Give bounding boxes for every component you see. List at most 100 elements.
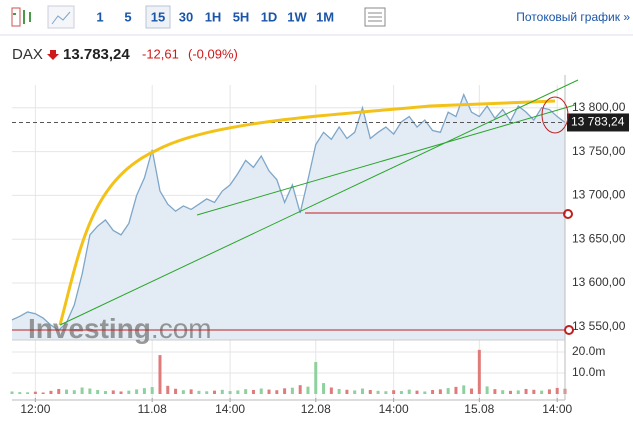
price-line xyxy=(11,92,566,332)
volume-bar xyxy=(127,390,131,394)
volume-bar xyxy=(41,392,45,394)
y-tick-label: 13 750,00 xyxy=(572,144,626,158)
x-tick-label: 15.08 xyxy=(464,402,494,416)
volume-bar xyxy=(283,388,287,394)
volume-tick-label: 10.0m xyxy=(572,365,605,379)
volume-bar xyxy=(431,390,435,394)
volume-bar xyxy=(166,385,170,394)
volume-bar xyxy=(236,390,240,394)
volume-bar xyxy=(18,392,22,394)
volume-bar xyxy=(275,390,279,394)
area-icon[interactable] xyxy=(47,5,75,29)
candle-icon[interactable] xyxy=(11,7,21,27)
volume-bar xyxy=(111,390,115,394)
highlight-ellipse xyxy=(541,96,569,134)
level-handle[interactable] xyxy=(563,209,573,219)
x-tick-label: 14:00 xyxy=(215,402,245,416)
volume-bar xyxy=(72,390,76,394)
volume-bar xyxy=(290,387,294,394)
interval-button[interactable]: 5H xyxy=(233,9,250,24)
interval-button[interactable]: 1H xyxy=(205,9,222,24)
interval-button[interactable]: 1D xyxy=(261,9,278,24)
volume-bar xyxy=(524,388,528,394)
volume-bar xyxy=(103,391,107,394)
symbol: DAX xyxy=(12,46,43,63)
volume-bar xyxy=(142,388,146,394)
volume-bar xyxy=(259,388,263,394)
interval-button[interactable]: 30 xyxy=(179,9,193,24)
volume-bar xyxy=(306,386,310,394)
volume-bar xyxy=(267,389,271,394)
x-tick-label: 14:00 xyxy=(379,402,409,416)
volume-bar xyxy=(33,391,37,394)
volume-bar xyxy=(446,388,450,394)
volume-bar xyxy=(360,388,364,394)
volume-bar xyxy=(119,391,123,394)
interval-button[interactable]: 1 xyxy=(96,9,103,24)
y-tick-label: 13 550,00 xyxy=(572,319,626,333)
volume-bar xyxy=(516,390,520,394)
volume-bar xyxy=(454,386,458,394)
volume-bar xyxy=(438,389,442,394)
volume-bar xyxy=(158,355,162,394)
volume-bar xyxy=(80,387,84,394)
change-percent: (-0,09%) xyxy=(188,46,238,61)
interval-button[interactable]: 5 xyxy=(124,9,131,24)
volume-bar xyxy=(337,388,341,394)
volume-bar xyxy=(205,391,209,394)
stream-link[interactable]: Потоковый график » xyxy=(516,10,630,24)
trend-line xyxy=(59,79,579,326)
volume-bar xyxy=(477,349,481,394)
selected-interval xyxy=(145,5,171,29)
volume-bar xyxy=(251,390,255,394)
volume-bar xyxy=(10,391,14,394)
down-arrow xyxy=(47,50,59,60)
level-handle[interactable] xyxy=(564,325,574,335)
volume-bar xyxy=(220,389,224,394)
volume-bar xyxy=(384,391,388,394)
volume-bar xyxy=(555,387,559,394)
volume-bar xyxy=(244,389,248,394)
volume-bar xyxy=(88,388,92,394)
volume-bar xyxy=(135,389,139,394)
volume-bar xyxy=(189,389,193,394)
volume-bar xyxy=(353,390,357,394)
volume-bar xyxy=(392,390,396,394)
price: 13.783,24 xyxy=(63,46,130,63)
volume-bar xyxy=(407,389,411,394)
volume-bar xyxy=(399,391,403,394)
volume-bar xyxy=(423,391,427,394)
volume-bar xyxy=(174,388,178,394)
x-tick-label: 11.08 xyxy=(138,402,167,416)
change: -12,61 xyxy=(142,46,179,61)
volume-bar xyxy=(213,390,217,394)
volume-bar xyxy=(532,389,536,394)
volume-bar xyxy=(415,390,419,394)
interval-button[interactable]: 1M xyxy=(316,9,334,24)
trend-line xyxy=(196,104,576,216)
volume-bar xyxy=(493,389,497,394)
last-price-label: 13 783,24 xyxy=(571,115,625,129)
annotations xyxy=(12,79,579,335)
x-tick-label: 12.08 xyxy=(301,402,331,416)
volume-bar xyxy=(376,390,380,394)
y-tick-label: 13 650,00 xyxy=(572,231,626,245)
volume-bar xyxy=(298,385,302,394)
y-tick-label: 13 600,00 xyxy=(572,275,626,289)
area-icon-line xyxy=(51,11,71,25)
last-price-box xyxy=(567,113,629,132)
x-tick-label: 12:00 xyxy=(20,402,50,416)
volume-bar xyxy=(501,390,505,394)
interval-button[interactable]: 15 xyxy=(151,9,165,24)
interval-button[interactable]: 1W xyxy=(287,9,307,24)
volume-bar xyxy=(508,390,512,394)
candle-icon-detail xyxy=(13,10,31,24)
volume-tick-label: 20.0m xyxy=(572,344,605,358)
volume-bar xyxy=(181,390,185,394)
volume-bar xyxy=(26,392,30,394)
volume-bar xyxy=(368,390,372,394)
volume-bar xyxy=(96,390,100,394)
watermark-brand: Investing xyxy=(28,313,151,344)
